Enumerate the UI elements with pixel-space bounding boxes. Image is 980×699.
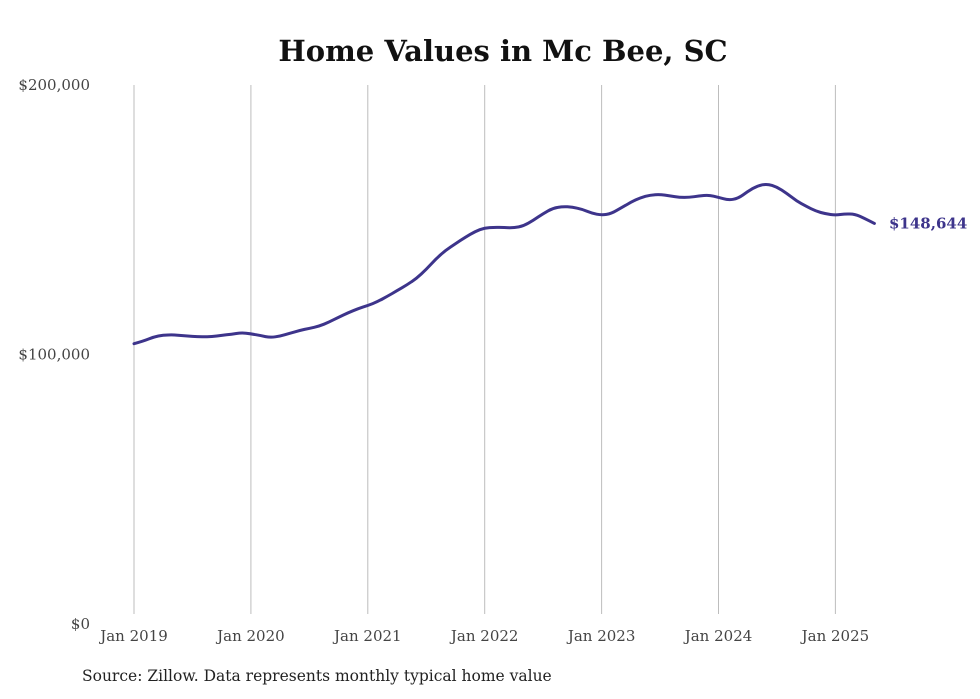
x-tick-label: Jan 2023 [566,627,636,645]
y-tick-label: $0 [71,615,90,633]
chart-title: Home Values in Mc Bee, SC [278,34,727,68]
source-note: Source: Zillow. Data represents monthly … [82,667,552,685]
y-tick-label: $200,000 [18,76,90,94]
x-tick-label: Jan 2022 [449,627,519,645]
x-tick-label: Jan 2025 [800,627,870,645]
x-axis-ticks: Jan 2019 Jan 2020 Jan 2021 Jan 2022 Jan 2023… [98,627,869,645]
home-value-line [132,182,876,346]
x-tick-label: Jan 2024 [683,627,753,645]
x-tick-label: Jan 2019 [98,627,168,645]
x-tick-label: Jan 2021 [332,627,402,645]
vertical-gridlines [133,85,836,614]
latest-value-label: $148,644 [889,214,967,232]
x-tick-label: Jan 2020 [215,627,285,645]
y-axis-ticks: $0 $100,000 $200,000 [18,76,90,633]
y-tick-label: $100,000 [18,346,90,364]
